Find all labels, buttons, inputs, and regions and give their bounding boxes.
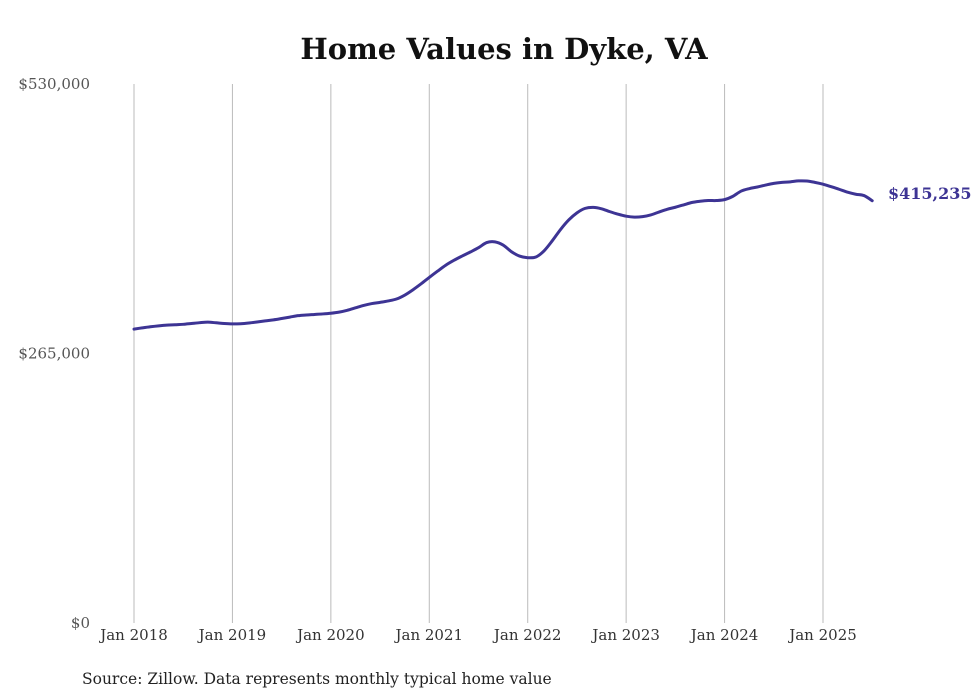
series-layer [132,179,874,331]
y-axis-tick-labels: $0 $265,000 $530,000 [18,75,90,632]
end-value-label: $415,235 [888,184,972,203]
x-tick-label: Jan 2022 [492,626,562,644]
x-tick-label: Jan 2021 [394,626,464,644]
series-line [132,179,874,331]
vertical-gridlines [133,84,824,623]
x-tick-label: Jan 2019 [197,626,267,644]
x-tick-label: Jan 2018 [98,626,168,644]
y-tick-label: $265,000 [18,345,90,363]
source-note: Source: Zillow. Data represents monthly … [82,670,552,688]
x-tick-label: Jan 2020 [295,626,365,644]
chart-title: Home Values in Dyke, VA [300,32,708,66]
y-tick-label: $0 [71,614,90,632]
x-tick-label: Jan 2023 [590,626,660,644]
x-tick-label: Jan 2024 [689,626,759,644]
x-axis-tick-labels: Jan 2018 Jan 2019 Jan 2020 Jan 2021 Jan 2022… [98,626,857,644]
x-tick-label: Jan 2025 [787,626,857,644]
y-tick-label: $530,000 [18,75,90,93]
